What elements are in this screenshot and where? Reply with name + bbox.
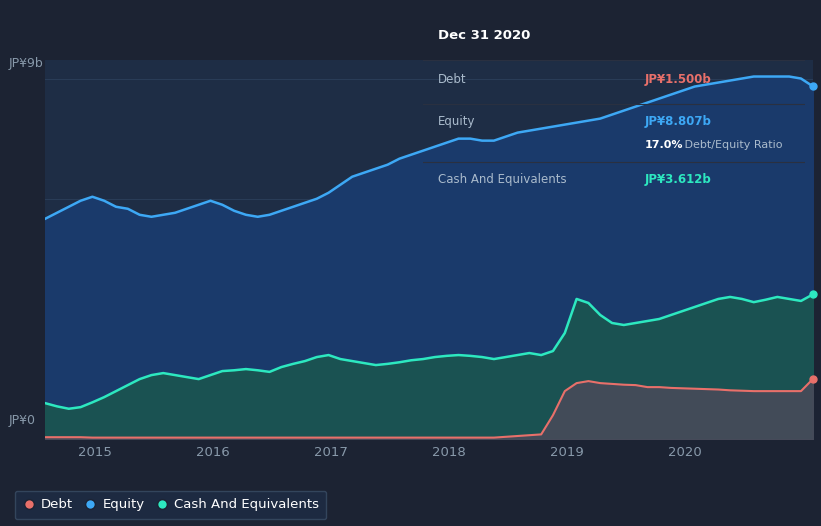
- Text: JP¥0: JP¥0: [8, 414, 35, 427]
- Text: Cash And Equivalents: Cash And Equivalents: [438, 173, 566, 186]
- Text: Dec 31 2020: Dec 31 2020: [438, 29, 530, 43]
- Text: Debt/Equity Ratio: Debt/Equity Ratio: [681, 140, 782, 150]
- Text: Equity: Equity: [438, 115, 475, 128]
- Text: JP¥8.807b: JP¥8.807b: [644, 115, 711, 128]
- Text: JP¥1.500b: JP¥1.500b: [644, 73, 711, 86]
- Text: JP¥3.612b: JP¥3.612b: [644, 173, 711, 186]
- Text: JP¥9b: JP¥9b: [8, 57, 43, 69]
- Legend: Debt, Equity, Cash And Equivalents: Debt, Equity, Cash And Equivalents: [15, 491, 327, 519]
- Text: Debt: Debt: [438, 73, 466, 86]
- Text: 17.0%: 17.0%: [644, 140, 683, 150]
